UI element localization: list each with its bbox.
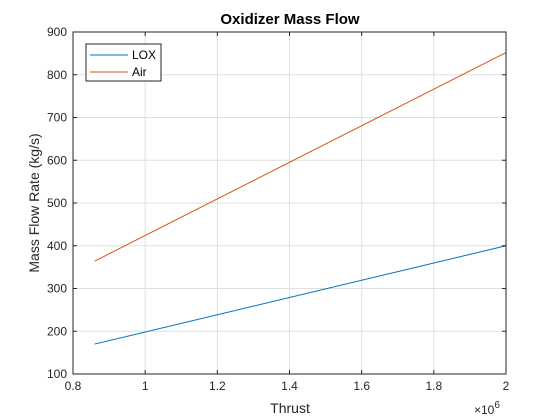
series-line-lox xyxy=(94,245,507,345)
x-tick-label: 1.8 xyxy=(425,379,442,393)
x-axis-label: Thrust xyxy=(270,400,310,416)
y-tick-label: 200 xyxy=(47,324,67,338)
y-tick-label: 900 xyxy=(47,25,67,39)
y-tick-label: 500 xyxy=(47,196,67,210)
x-tick-label: 0.8 xyxy=(65,379,82,393)
x-tick-label: 1.4 xyxy=(281,379,298,393)
ticks xyxy=(72,31,507,375)
legend-label-lox: LOX xyxy=(132,48,156,62)
legend-label-air: Air xyxy=(132,65,147,79)
legend: LOX Air xyxy=(85,43,162,82)
chart-title: Oxidizer Mass Flow xyxy=(220,11,360,28)
x-tick-label: 2 xyxy=(503,379,510,393)
y-tick-label: 700 xyxy=(47,111,67,125)
x-tick-label: 1 xyxy=(142,379,149,393)
legend-box xyxy=(85,43,162,82)
y-tick-label: 800 xyxy=(47,68,67,82)
x-exponent-label: ×106 xyxy=(474,400,500,417)
x-exponent-power: 6 xyxy=(494,400,500,411)
y-axis-label: Mass Flow Rate (kg/s) xyxy=(26,133,42,272)
series-line-air xyxy=(94,52,507,262)
x-tick-label: 1.6 xyxy=(353,379,370,393)
x-exponent-base: ×10 xyxy=(474,403,495,417)
series-layer xyxy=(94,52,507,345)
y-tick-label: 300 xyxy=(47,282,67,296)
y-tick-label: 600 xyxy=(47,153,67,167)
x-tick-label: 1.2 xyxy=(209,379,226,393)
y-tick-label: 100 xyxy=(47,367,67,381)
tick-labels: 0.8 1 1.2 1.4 1.6 1.8 2 100 200 300 400 500 600 700 80… xyxy=(47,25,510,393)
y-tick-label: 400 xyxy=(47,239,67,253)
